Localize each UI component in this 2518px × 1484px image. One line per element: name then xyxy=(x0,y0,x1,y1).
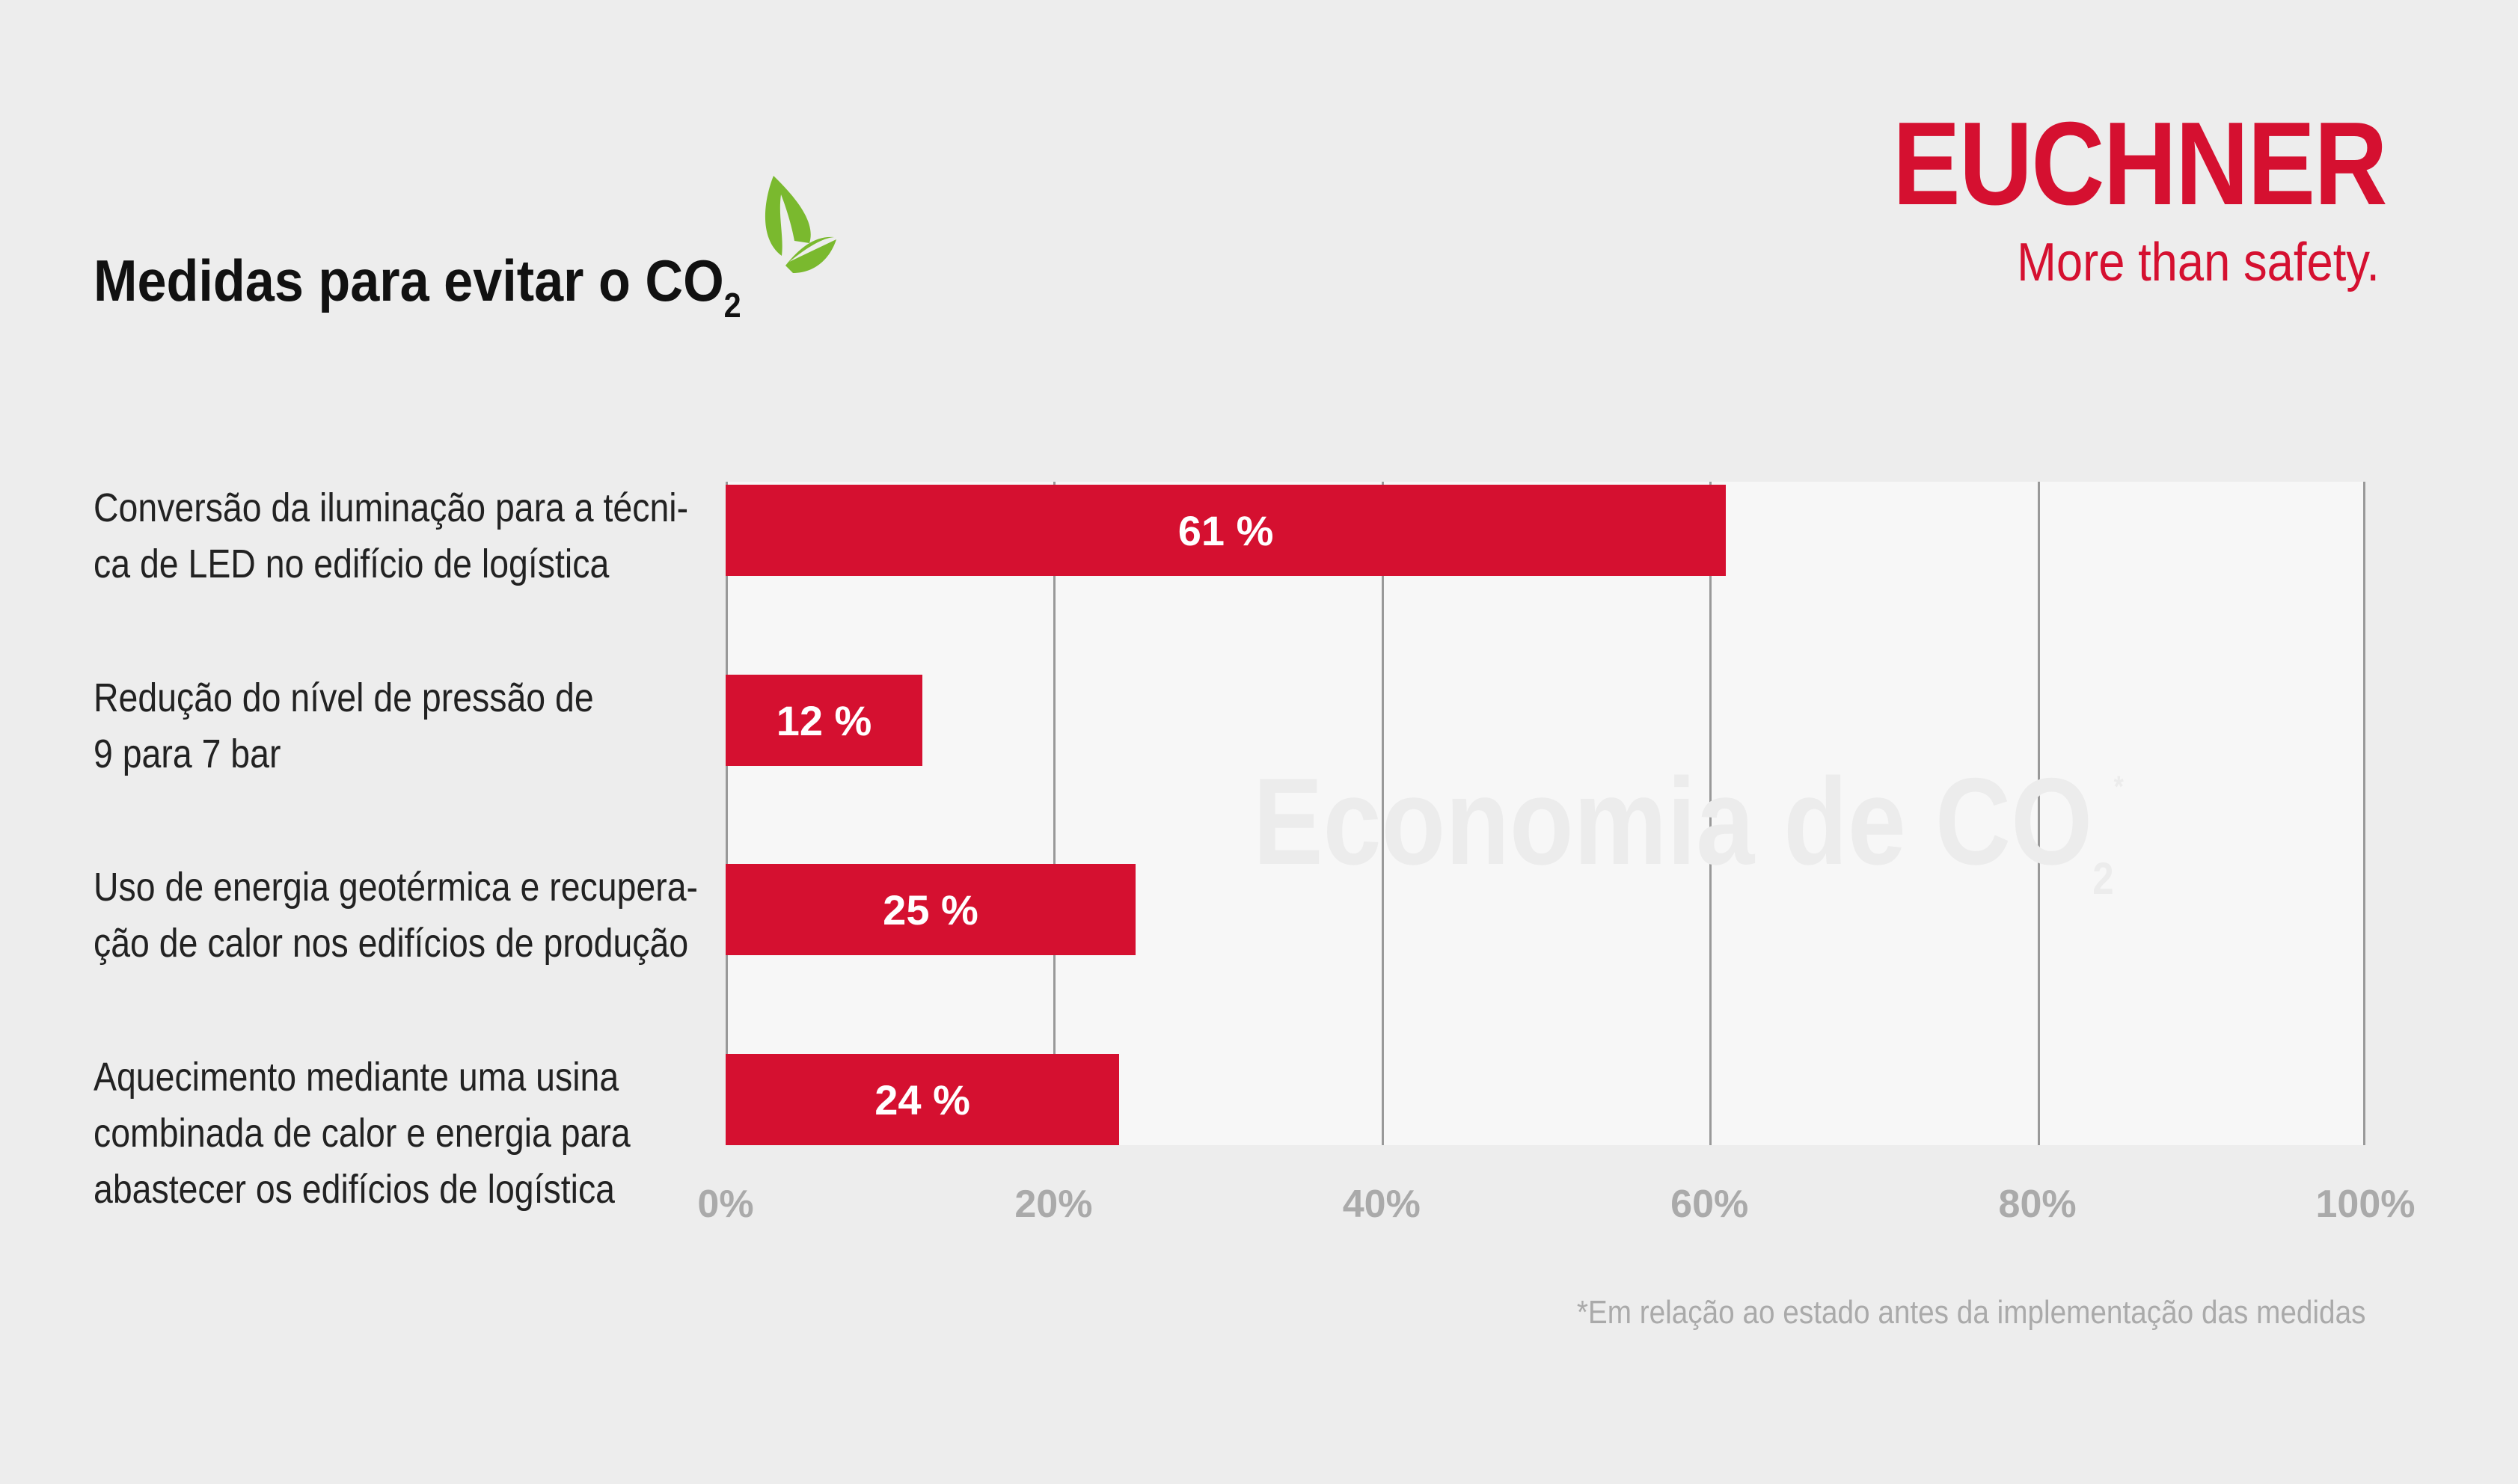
category-label: Uso de energia geotérmica e recupera-ção… xyxy=(94,865,698,966)
x-tick-label: 0% xyxy=(697,1183,754,1226)
watermark: Economia de CO2* xyxy=(1253,752,2124,904)
bar: 12 % xyxy=(726,675,923,766)
category-label: Aquecimento mediante uma usina combinada … xyxy=(94,1055,631,1212)
x-tick-label: 20% xyxy=(1014,1183,1093,1226)
gridline xyxy=(726,482,728,1145)
footnote: *Em relação ao estado antes da implement… xyxy=(1576,1294,2365,1331)
bar-value-label: 61 % xyxy=(1177,506,1274,554)
gridline xyxy=(1381,482,1384,1145)
category-label: Conversão da iluminação para a técni-ca … xyxy=(94,485,689,586)
gridline xyxy=(1053,482,1056,1145)
x-tick-label: 100% xyxy=(2315,1183,2416,1226)
bar-value-label: 12 % xyxy=(776,696,872,744)
gridline xyxy=(1709,482,1712,1145)
bar: 25 % xyxy=(726,864,1136,955)
bar: 24 % xyxy=(726,1054,1120,1145)
leaf-icon xyxy=(765,176,836,273)
page-title: Medidas para evitar o CO2 xyxy=(94,248,741,325)
x-tick-label: 40% xyxy=(1342,1183,1421,1226)
x-tick-label: 60% xyxy=(1670,1183,1749,1226)
bar: 61 % xyxy=(726,485,1727,576)
euchner-logo: EUCHNER xyxy=(1893,98,2388,230)
slogan: More than safety. xyxy=(2017,233,2380,292)
gridline xyxy=(2363,482,2365,1145)
x-tick-label: 80% xyxy=(1998,1183,2077,1226)
bar-value-label: 25 % xyxy=(883,886,978,933)
bar-value-label: 24 % xyxy=(874,1076,970,1123)
plot-area: Economia de CO2* 61 % 12 % 25 % 24 % xyxy=(726,482,2365,1145)
gridline xyxy=(2037,482,2040,1145)
category-label: Redução do nível de pressão de 9 para 7 b… xyxy=(94,675,594,776)
